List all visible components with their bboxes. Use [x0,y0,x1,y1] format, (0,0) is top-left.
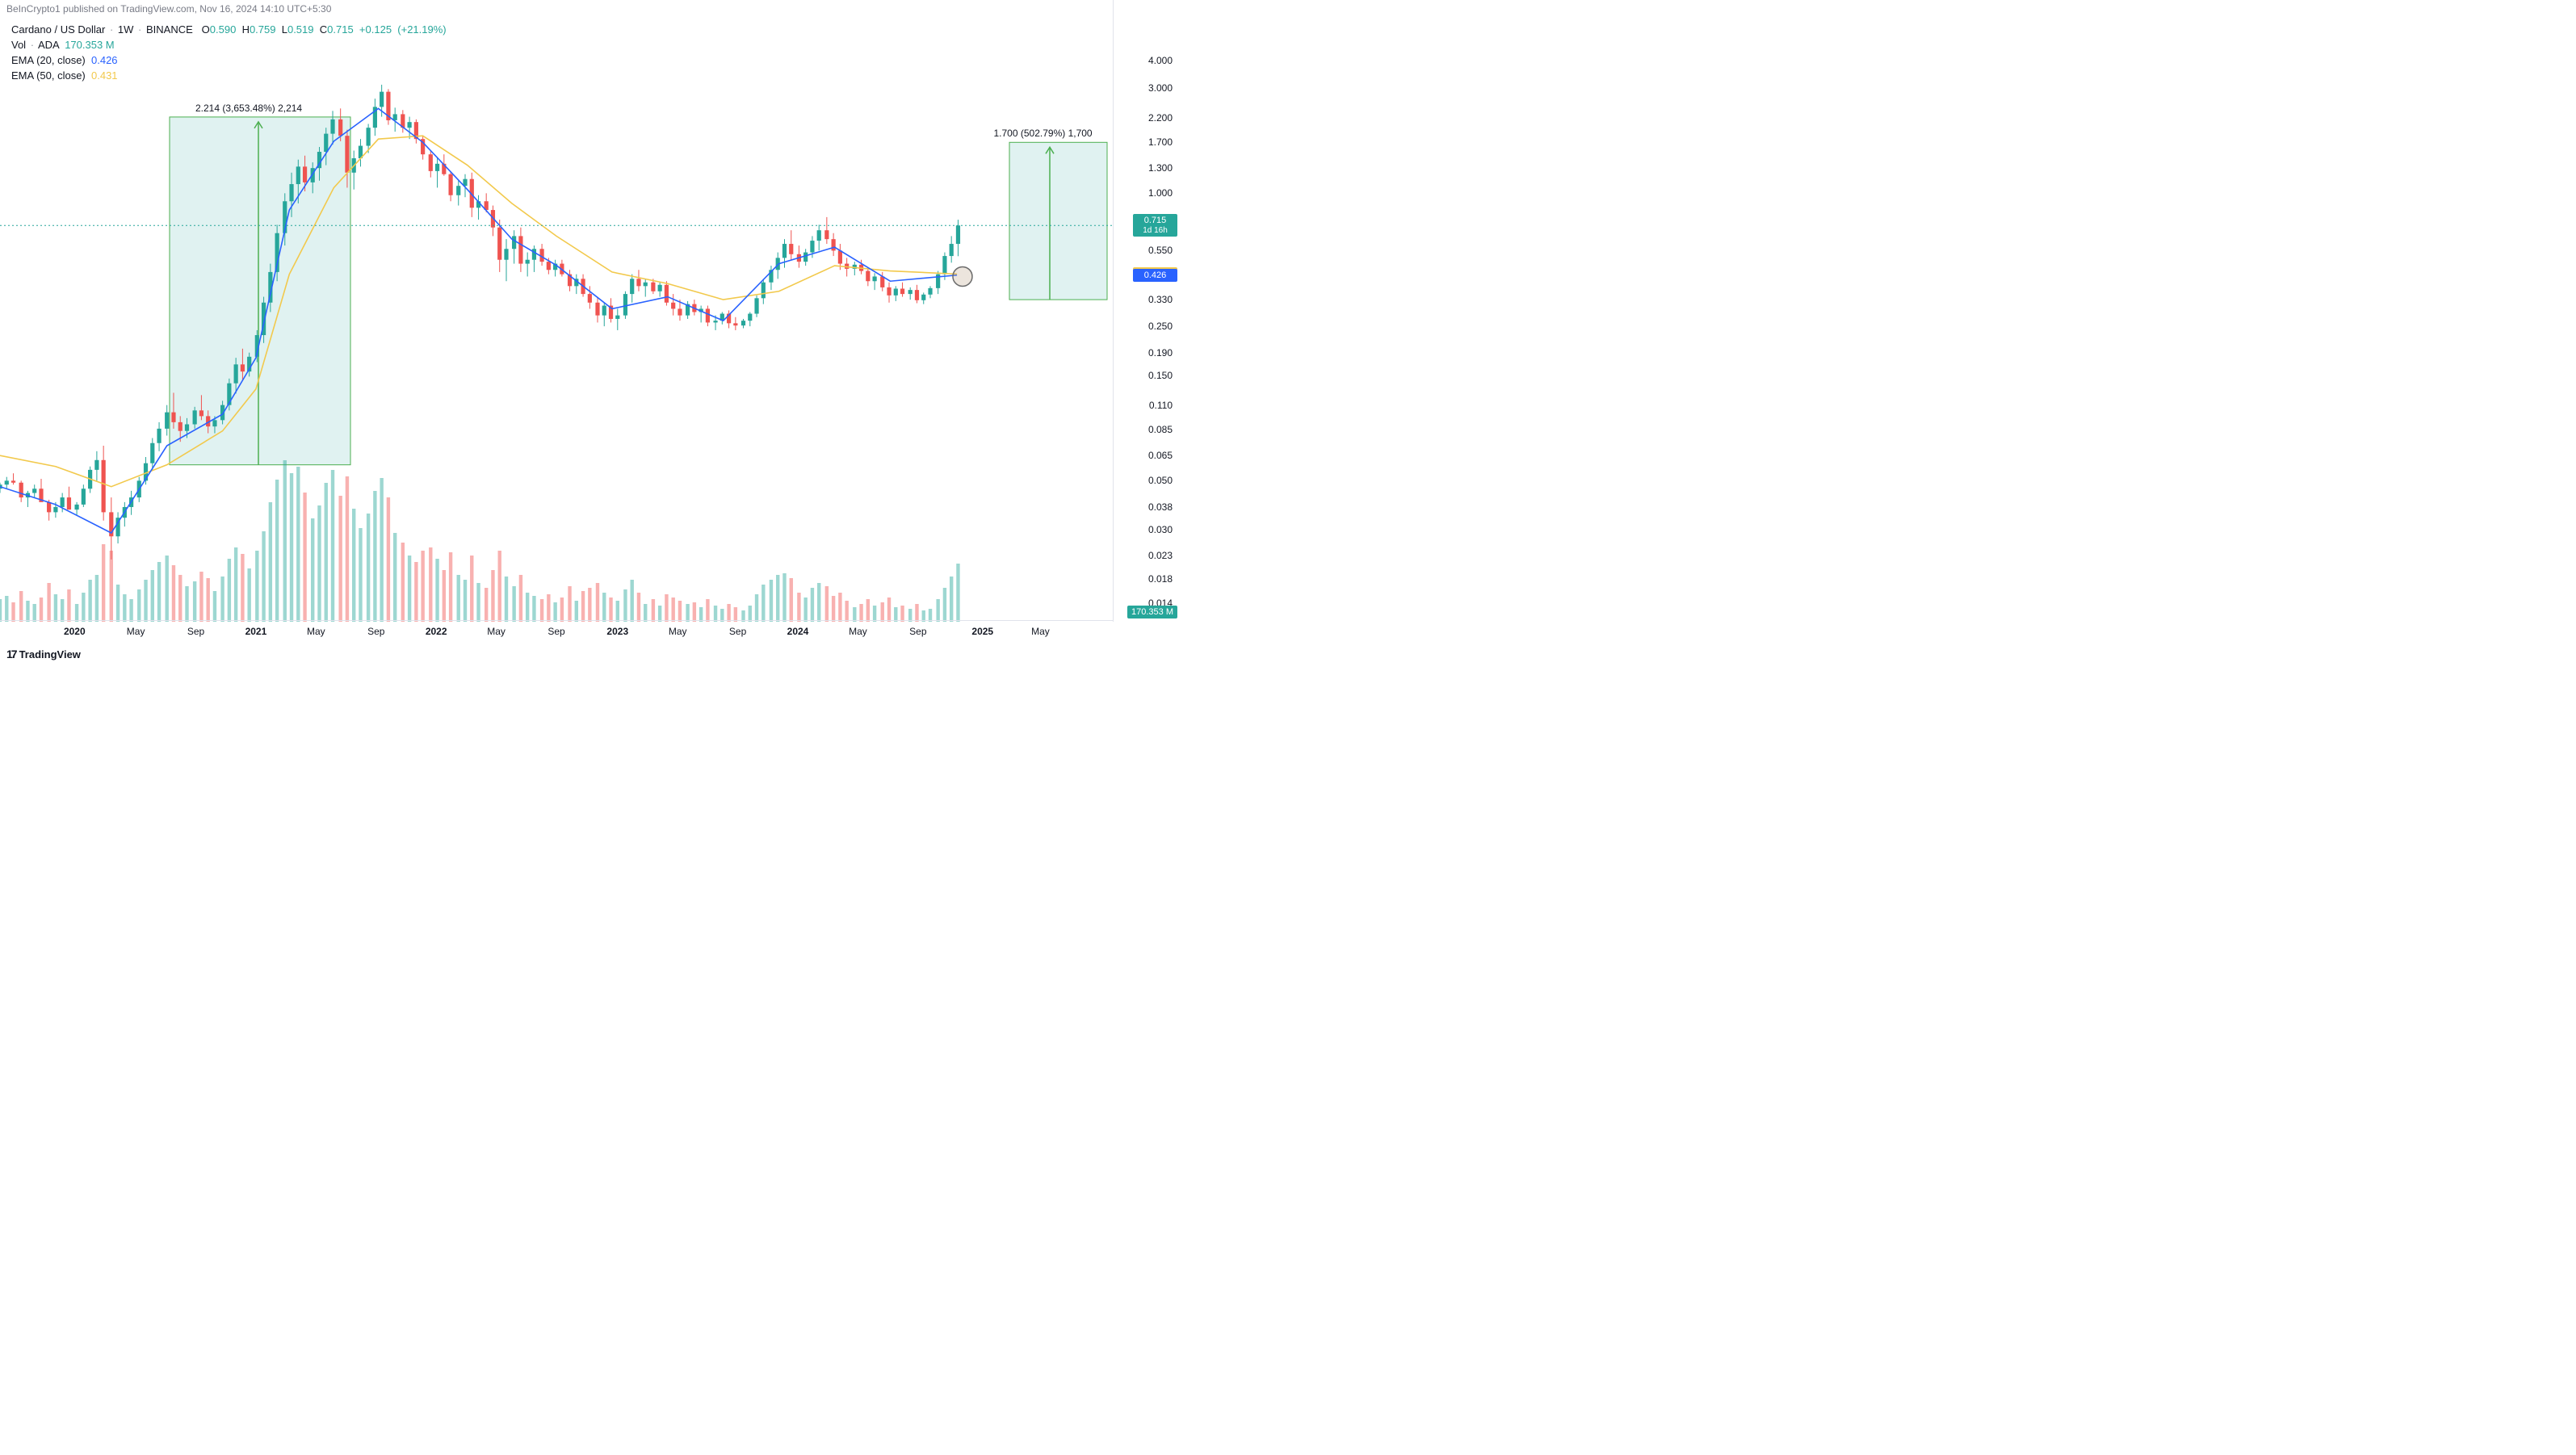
price-tick: 3.000 [1148,82,1173,94]
time-tick: 2022 [426,626,447,637]
time-tick: 2024 [787,626,809,637]
time-tick: May [669,626,687,637]
measure-label: 2.214 (3,653.48%) 2,214 [195,103,302,114]
price-tick: 0.330 [1148,294,1173,305]
axis-value-box: 0.7151d 16h [1133,214,1177,237]
price-tick: 1.700 [1148,136,1173,148]
tv-logo-icon: 17 [6,648,16,660]
time-tick: Sep [909,626,926,637]
price-tick: 0.250 [1148,321,1173,332]
price-axis: 4.000 3.000 2.200 1.700 1.300 1.000 0.550 0.330… [1113,0,1179,622]
price-tick: 1.300 [1148,162,1173,174]
price-tick: 0.018 [1148,573,1173,585]
time-tick: 2023 [606,626,628,637]
price-tick: 0.190 [1148,347,1173,359]
price-tick: 0.023 [1148,550,1173,561]
time-tick: 2021 [245,626,267,637]
price-tick: 0.038 [1148,501,1173,513]
time-tick: May [487,626,506,637]
price-tick: 0.065 [1148,450,1173,461]
price-tick: 0.550 [1148,245,1173,256]
price-tick: 2.200 [1148,112,1173,124]
time-tick: May [307,626,325,637]
price-tick: 0.150 [1148,370,1173,381]
time-tick: Sep [548,626,564,637]
axis-value-box: 0.426 [1133,269,1177,282]
time-tick: 2025 [971,626,993,637]
price-tick: 1.000 [1148,187,1173,199]
time-tick: May [1031,626,1050,637]
time-tick: 2020 [64,626,86,637]
price-tick: 0.085 [1148,424,1173,435]
axis-value-box: 170.353 M [1127,606,1177,618]
time-tick: May [127,626,145,637]
time-tick: May [849,626,867,637]
price-tick: 0.030 [1148,524,1173,535]
time-tick: Sep [367,626,384,637]
tv-logo-text: TradingView [19,648,81,660]
tradingview-watermark: 17 TradingView [6,648,81,660]
price-tick: 0.050 [1148,475,1173,486]
price-tick: 0.110 [1149,400,1173,411]
chart-svg [0,0,1113,622]
measure-label: 1.700 (502.79%) 1,700 [994,128,1093,139]
time-tick: Sep [187,626,204,637]
time-tick: Sep [729,626,746,637]
time-axis: 2020 May Sep 2021 May Sep 2022 May Sep 2023 May Sep… [0,620,1113,644]
price-tick: 4.000 [1148,55,1173,66]
